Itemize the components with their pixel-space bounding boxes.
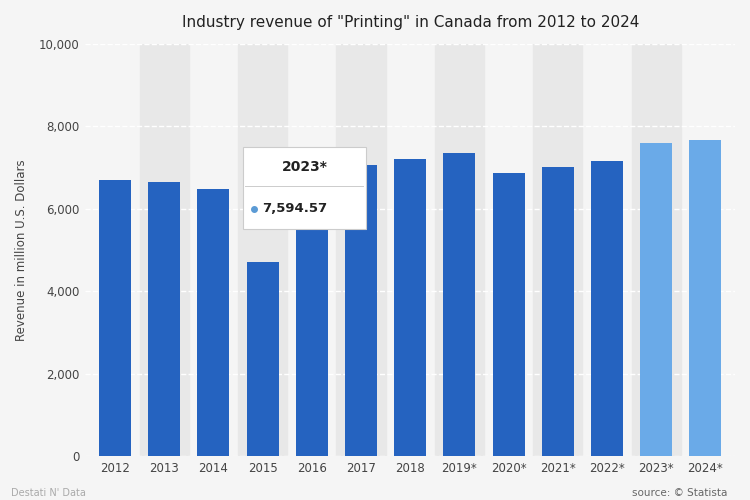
- Bar: [394, 159, 426, 456]
- Bar: [238, 44, 287, 457]
- Bar: [148, 182, 180, 456]
- Bar: [197, 189, 230, 456]
- FancyBboxPatch shape: [243, 147, 366, 230]
- Bar: [337, 44, 386, 457]
- Text: source: © Statista: source: © Statista: [632, 488, 728, 498]
- Bar: [435, 44, 484, 457]
- Text: Destati N' Data: Destati N' Data: [11, 488, 86, 498]
- Bar: [542, 167, 574, 456]
- Bar: [296, 158, 328, 457]
- Bar: [493, 174, 524, 457]
- Text: 2023*: 2023*: [281, 160, 327, 174]
- Y-axis label: Revenue in million U.S. Dollars: Revenue in million U.S. Dollars: [15, 159, 28, 341]
- Bar: [533, 44, 583, 457]
- Bar: [140, 44, 189, 457]
- Bar: [689, 140, 722, 456]
- Bar: [632, 44, 681, 457]
- Text: 7,594.57: 7,594.57: [262, 202, 328, 215]
- Bar: [591, 161, 623, 456]
- Bar: [443, 152, 476, 457]
- Title: Industry revenue of "Printing" in Canada from 2012 to 2024: Industry revenue of "Printing" in Canada…: [182, 15, 639, 30]
- Bar: [640, 143, 672, 456]
- Bar: [247, 262, 278, 456]
- Bar: [345, 165, 377, 456]
- Bar: [99, 180, 131, 456]
